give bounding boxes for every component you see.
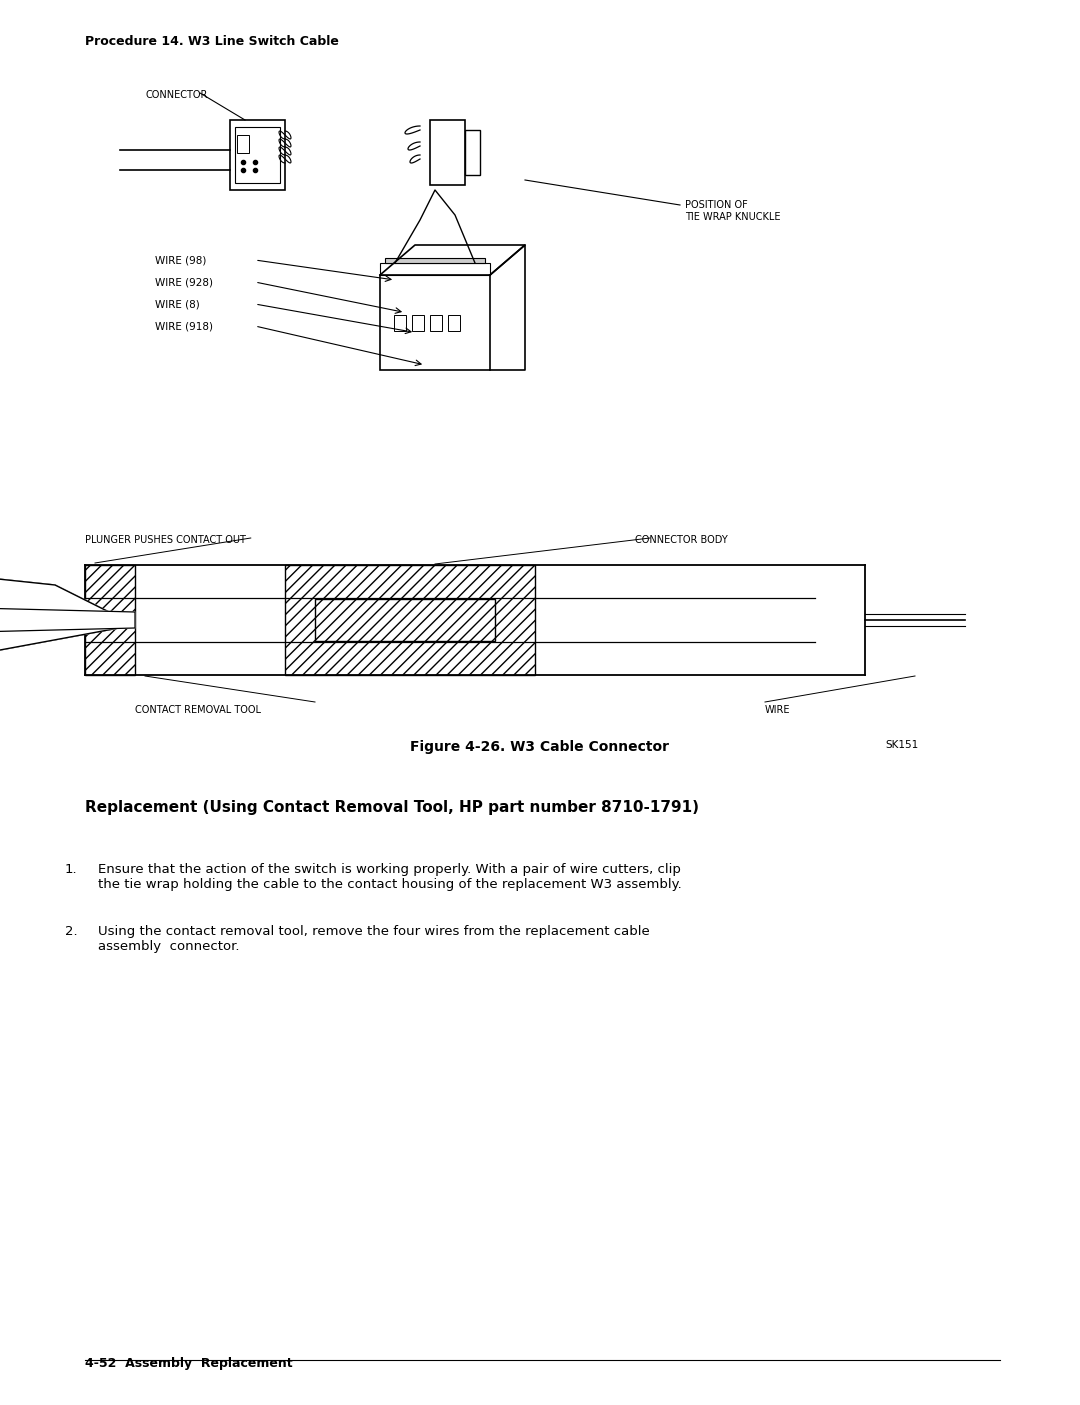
Text: WIRE (98): WIRE (98): [156, 254, 206, 266]
Text: SK151: SK151: [885, 740, 918, 750]
Bar: [85, 565, 135, 674]
Bar: [430, 119, 465, 185]
Text: 2.: 2.: [65, 924, 78, 939]
Text: Figure 4-26. W3 Cable Connector: Figure 4-26. W3 Cable Connector: [410, 740, 670, 754]
Text: CONNECTOR BODY: CONNECTOR BODY: [635, 535, 728, 545]
Bar: [465, 131, 480, 176]
Text: WIRE (8): WIRE (8): [156, 299, 200, 309]
Text: POSITION OF
TIE WRAP KNUCKLE: POSITION OF TIE WRAP KNUCKLE: [685, 200, 781, 222]
Text: CONNECTOR: CONNECTOR: [145, 90, 207, 100]
Text: Ensure that the action of the switch is working properly. With a pair of wire cu: Ensure that the action of the switch is …: [98, 863, 681, 891]
Text: 1.: 1.: [65, 863, 78, 875]
Polygon shape: [0, 608, 135, 632]
Text: WIRE: WIRE: [765, 705, 791, 715]
Bar: [380, 275, 490, 370]
Text: WIRE (918): WIRE (918): [156, 320, 213, 332]
Text: PLUNGER PUSHES CONTACT OUT: PLUNGER PUSHES CONTACT OUT: [85, 535, 246, 545]
Bar: [448, 315, 460, 330]
Bar: [384, 259, 485, 263]
Bar: [237, 135, 249, 153]
Text: Replacement (Using Contact Removal Tool, HP part number 8710-1791): Replacement (Using Contact Removal Tool,…: [85, 799, 699, 815]
Text: CONTACT REMOVAL TOOL: CONTACT REMOVAL TOOL: [135, 705, 261, 715]
Bar: [230, 119, 285, 190]
Text: WIRE (928): WIRE (928): [156, 277, 213, 287]
Text: Using the contact removal tool, remove the four wires from the replacement cable: Using the contact removal tool, remove t…: [98, 924, 650, 953]
Bar: [411, 315, 424, 330]
Bar: [380, 263, 490, 275]
Text: Procedure 14. W3 Line Switch Cable: Procedure 14. W3 Line Switch Cable: [85, 35, 339, 48]
Bar: [394, 315, 406, 330]
Bar: [285, 565, 535, 674]
Text: 4-52  Assembly  Replacement: 4-52 Assembly Replacement: [85, 1357, 293, 1370]
Polygon shape: [0, 565, 135, 674]
Bar: [430, 315, 442, 330]
Bar: [315, 599, 495, 641]
Bar: [235, 126, 280, 183]
